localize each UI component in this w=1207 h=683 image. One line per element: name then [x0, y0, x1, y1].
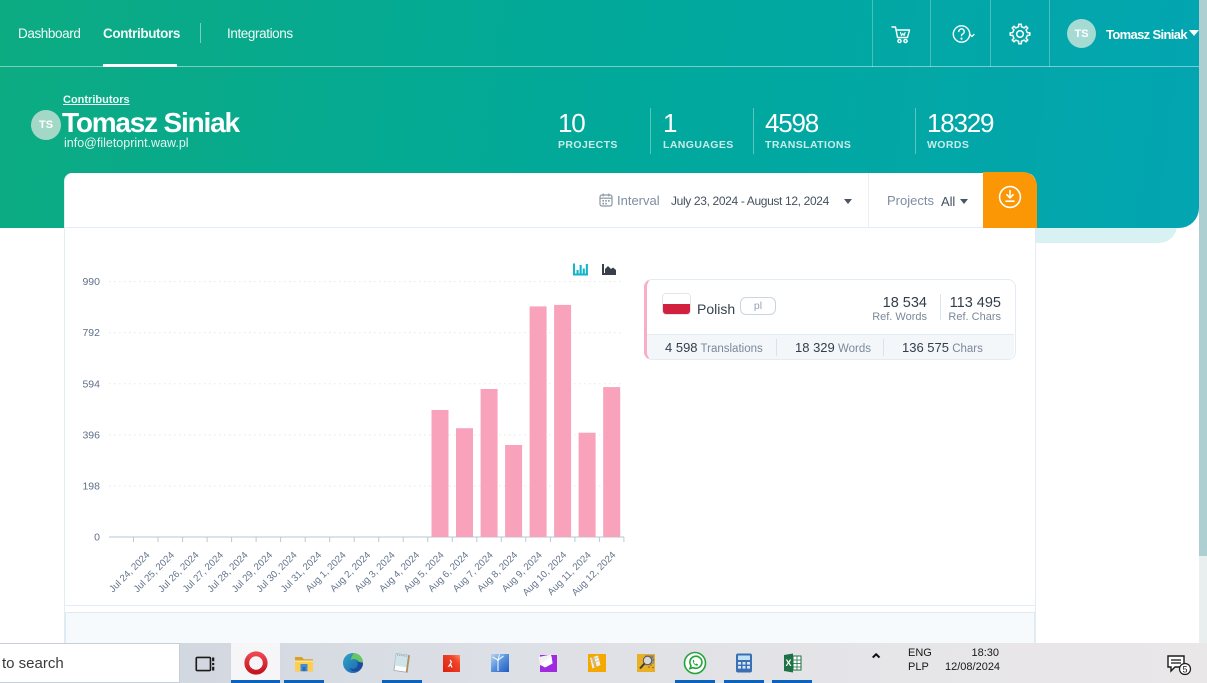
- svg-text:990: 990: [82, 276, 100, 288]
- svg-text:X: X: [785, 658, 791, 668]
- svg-text:792: 792: [82, 327, 100, 339]
- svg-text:5: 5: [1182, 665, 1187, 675]
- svg-text:594: 594: [82, 378, 100, 390]
- svg-text:0: 0: [94, 532, 100, 544]
- svg-text:198: 198: [82, 481, 100, 493]
- svg-text:396: 396: [82, 429, 100, 441]
